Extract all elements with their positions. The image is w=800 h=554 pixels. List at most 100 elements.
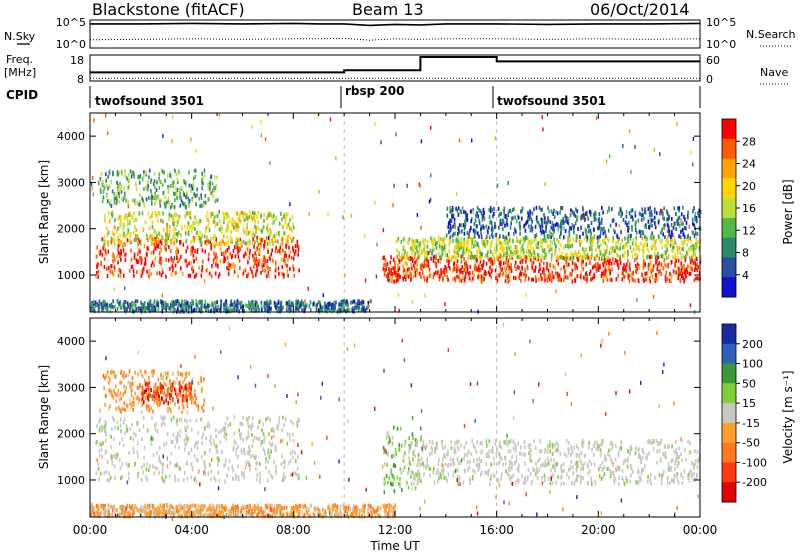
echo-cell bbox=[505, 270, 507, 274]
echo-cell bbox=[360, 307, 363, 312]
echo-cell bbox=[404, 277, 407, 282]
echo-cell bbox=[203, 279, 206, 284]
echo-cell bbox=[160, 415, 163, 420]
echo-cell bbox=[662, 232, 664, 237]
echo-cell bbox=[426, 278, 428, 283]
echo-cell bbox=[550, 247, 553, 252]
echo-cell bbox=[149, 234, 152, 239]
echo-cell bbox=[589, 255, 592, 260]
echo-cell bbox=[224, 479, 226, 484]
echo-cell bbox=[268, 455, 271, 459]
echo-cell bbox=[214, 444, 216, 449]
echo-cell bbox=[497, 273, 499, 278]
echo-cell bbox=[186, 211, 188, 216]
echo-cell bbox=[642, 277, 645, 282]
echo-cell bbox=[127, 173, 130, 178]
echo-cell bbox=[255, 226, 257, 231]
echo-cell bbox=[644, 242, 646, 247]
echo-cell bbox=[224, 426, 227, 431]
echo-cell bbox=[159, 401, 161, 406]
echo-cell bbox=[556, 211, 559, 216]
echo-cell bbox=[251, 432, 253, 437]
echo-cell bbox=[582, 259, 584, 264]
echo-cell bbox=[487, 230, 489, 235]
echo-cell bbox=[545, 252, 547, 257]
echo-cell bbox=[529, 214, 531, 219]
echo-cell bbox=[163, 391, 166, 396]
echo-cell bbox=[170, 451, 173, 456]
echo-cell bbox=[594, 255, 597, 260]
echo-cell bbox=[163, 381, 166, 386]
echo-cell bbox=[213, 303, 215, 308]
echo-cell bbox=[221, 450, 223, 455]
echo-cell bbox=[135, 182, 137, 187]
echo-cell bbox=[220, 238, 223, 243]
echo-cell bbox=[460, 210, 463, 215]
echo-cell bbox=[186, 383, 188, 388]
echo-cell bbox=[255, 230, 257, 235]
echo-cell bbox=[626, 272, 629, 277]
echo-cell bbox=[185, 371, 188, 376]
echo-cell bbox=[517, 250, 519, 255]
echo-cell bbox=[635, 220, 637, 225]
echo-cell bbox=[256, 472, 259, 477]
echo-cell bbox=[483, 216, 486, 221]
echo-cell bbox=[253, 435, 256, 440]
echo-cell bbox=[194, 221, 196, 226]
echo-cell bbox=[401, 252, 403, 257]
echo-cell bbox=[104, 214, 106, 219]
echo-cell bbox=[394, 261, 397, 266]
echo-cell bbox=[247, 260, 249, 265]
echo-cell bbox=[155, 385, 158, 390]
echo-cell bbox=[147, 381, 149, 386]
echo-cell bbox=[672, 242, 674, 247]
echo-cell bbox=[193, 477, 196, 482]
echo-cell bbox=[232, 248, 235, 253]
echo-cell bbox=[194, 249, 196, 254]
echo-cell bbox=[546, 278, 549, 283]
echo-cell bbox=[218, 479, 221, 483]
echo-cell bbox=[121, 475, 123, 480]
echo-cell bbox=[123, 195, 126, 200]
echo-cell bbox=[179, 239, 181, 244]
echo-cell bbox=[527, 253, 530, 258]
echo-cell bbox=[158, 445, 161, 450]
echo-cell bbox=[530, 224, 532, 229]
echo-cell bbox=[654, 278, 657, 283]
echo-cell bbox=[666, 239, 669, 244]
echo-cell bbox=[269, 232, 271, 237]
echo-cell bbox=[317, 113, 319, 118]
echo-cell bbox=[287, 222, 290, 227]
echo-cell bbox=[158, 231, 160, 236]
echo-cell bbox=[124, 252, 126, 257]
echo-cell bbox=[102, 301, 104, 306]
echo-cell bbox=[172, 221, 174, 226]
echo-cell bbox=[685, 267, 688, 272]
echo-cell bbox=[453, 223, 455, 228]
echo-cell bbox=[677, 258, 680, 263]
echo-cell bbox=[543, 255, 546, 260]
echo-cell bbox=[129, 401, 131, 406]
echo-cell bbox=[446, 258, 448, 263]
echo-cell bbox=[418, 246, 421, 251]
echo-cell bbox=[163, 227, 165, 232]
echo-cell bbox=[588, 272, 591, 276]
echo-cell bbox=[481, 266, 483, 271]
echo-cell bbox=[236, 224, 238, 229]
echo-cell bbox=[466, 213, 469, 218]
echo-cell bbox=[298, 244, 300, 249]
echo-cell bbox=[447, 221, 450, 226]
echo-cell bbox=[190, 137, 192, 142]
echo-cell bbox=[413, 254, 415, 259]
echo-cell bbox=[204, 200, 207, 205]
echo-cell bbox=[266, 274, 268, 279]
echo-cell bbox=[224, 462, 226, 467]
echo-cell bbox=[410, 276, 412, 281]
echo-cell bbox=[623, 254, 625, 259]
echo-cell bbox=[186, 300, 189, 305]
echo-cell bbox=[529, 250, 531, 255]
echo-cell bbox=[155, 188, 158, 193]
echo-cell bbox=[151, 214, 153, 219]
echo-cell bbox=[364, 278, 367, 283]
echo-cell bbox=[128, 268, 131, 273]
